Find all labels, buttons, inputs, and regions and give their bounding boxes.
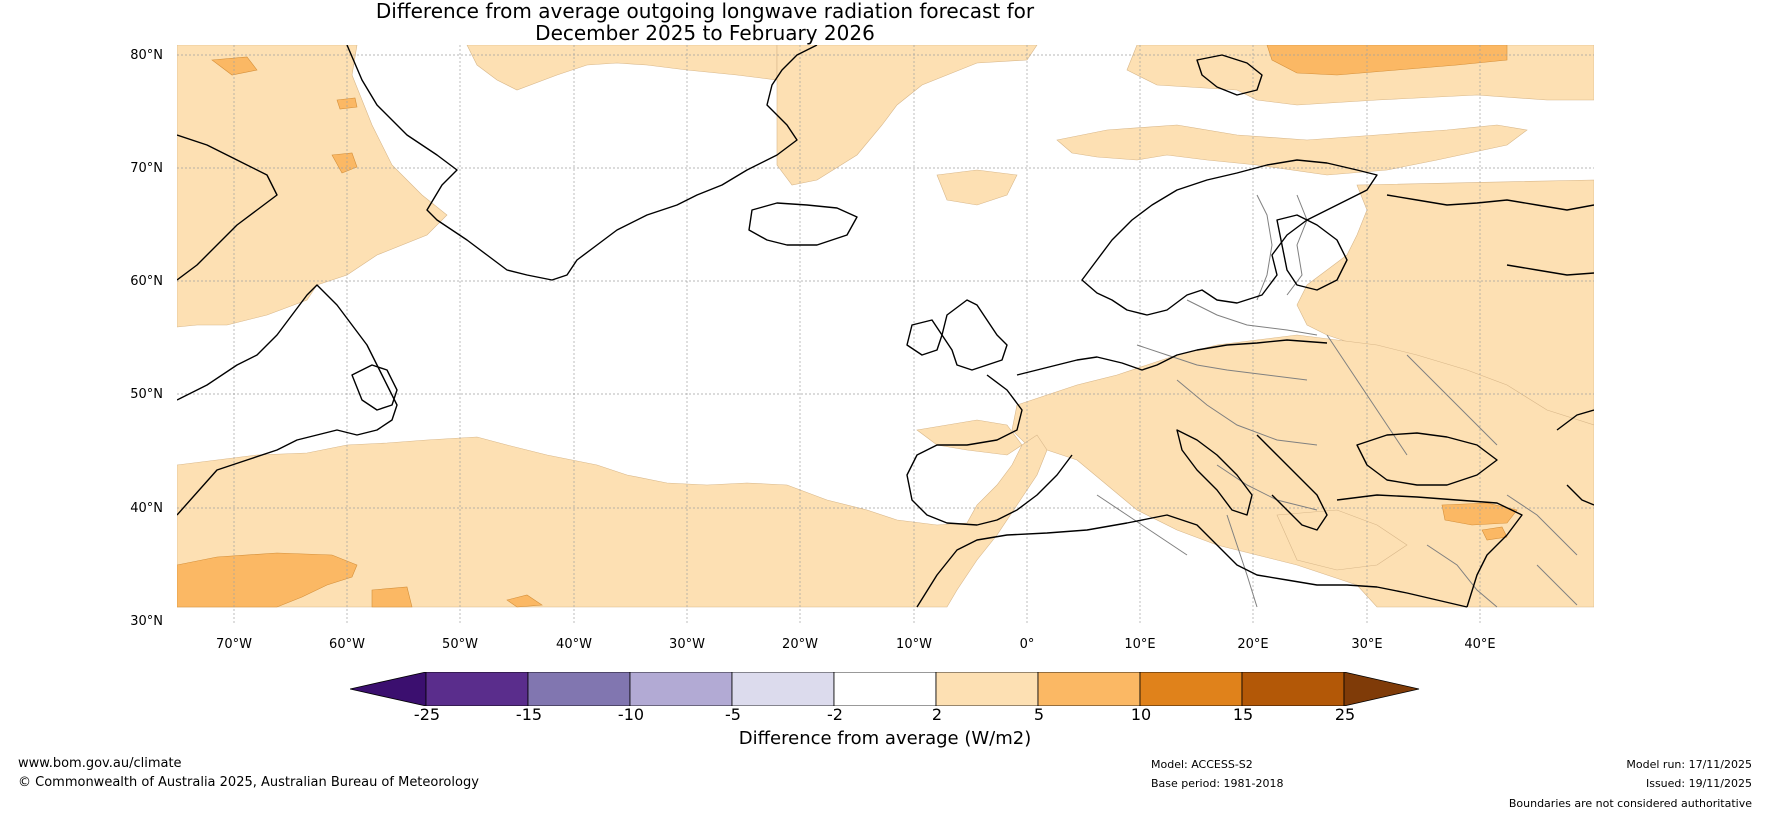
colorbar-label-minus15: -15 (515, 705, 543, 724)
coast-caspian (1556, 409, 1594, 431)
shade-top-right-strong (1266, 45, 1508, 76)
issued-date: Issued: 19/11/2025 (1645, 777, 1752, 790)
base-period: Base period: 1981-2018 (1151, 777, 1284, 790)
anomaly-shading-medium (177, 45, 1518, 608)
lat-label-50n: 50°N (130, 387, 163, 402)
colorbar-segment-4 (731, 672, 835, 706)
map-title-line-1: Difference from average outgoing longwav… (375, 0, 1035, 23)
coast-iberia (906, 374, 1073, 526)
coast-iceland (748, 202, 858, 246)
colorbar-label-minus2: -2 (827, 705, 843, 724)
colorbar-label-2: 2 (931, 705, 943, 724)
lon-label-30w: 30°W (669, 637, 705, 652)
shade-sw-strong (177, 552, 358, 608)
website-url[interactable]: www.bom.gov.au/climate (18, 756, 182, 771)
lon-label-30e: 30°E (1351, 637, 1383, 652)
graticule (177, 45, 1594, 623)
coastlines (177, 45, 1594, 608)
colorbar-title: Difference from average (W/m2) (0, 729, 1770, 749)
coast-newfoundland (351, 364, 398, 411)
coast-balkans (1256, 434, 1328, 531)
colorbar-segment-9 (1241, 672, 1345, 706)
lon-label-10e: 10°E (1124, 637, 1156, 652)
colorbar-label-15: 15 (1232, 705, 1254, 724)
colorbar-segment-5 (833, 672, 937, 706)
coast-caspian-2 (1566, 484, 1594, 506)
colorbar (350, 672, 1420, 706)
coast-russia-arctic-2 (1506, 264, 1594, 276)
shade-iceland-blob (936, 169, 1018, 206)
coast-labrador (177, 284, 398, 516)
shade-anatolia (1441, 502, 1518, 526)
colorbar-label-25: 25 (1334, 705, 1356, 724)
shade-north-atlantic-top (776, 45, 1038, 186)
lon-label-40w: 40°W (556, 637, 592, 652)
coast-black-sea (1356, 432, 1498, 486)
shade-norwegian-sea (1056, 124, 1528, 176)
lat-label-30n: 30°N (130, 614, 163, 629)
lat-label-40n: 40°N (130, 501, 163, 516)
coast-turkey (1336, 494, 1523, 608)
colorbar-title-text: Difference from average (W/m2) (738, 728, 1032, 749)
lat-label-60n: 60°N (130, 274, 163, 289)
shade-canada-dot3 (336, 97, 358, 110)
coast-uk (941, 299, 1008, 371)
copyright-notice: © Commonwealth of Australia 2025, Austra… (18, 775, 479, 790)
shade-iberia-dot (1481, 526, 1508, 541)
shade-sw-dot (371, 586, 413, 608)
coast-italy (1176, 429, 1253, 516)
model-run-date: Model run: 17/11/2025 (1626, 758, 1752, 771)
lat-label-70n: 70°N (130, 161, 163, 176)
lon-label-60w: 60°W (329, 637, 365, 652)
colorbar-segment-7 (1037, 672, 1141, 706)
coast-russia-arctic (1386, 194, 1594, 211)
coast-north-africa (916, 514, 1468, 608)
anomaly-shading-light (177, 45, 1594, 608)
lon-label-20e: 20°E (1237, 637, 1269, 652)
shade-labrador (177, 45, 448, 328)
map-title-line-2: December 2025 to February 2026 (535, 21, 875, 45)
coast-svalbard (1196, 54, 1263, 96)
lon-label-10w: 10°W (896, 637, 932, 652)
shade-canada-dot2 (211, 56, 258, 76)
coast-ireland (906, 319, 943, 356)
shade-south-atlantic (177, 434, 1048, 608)
boundaries-disclaimer: Boundaries are not considered authoritat… (1508, 797, 1752, 810)
colorbar-segment-3 (629, 672, 733, 706)
lon-label-50w: 50°W (442, 637, 478, 652)
colorbar-segment-8 (1139, 672, 1243, 706)
colorbar-segment-0 (350, 672, 427, 706)
colorbar-label-minus25: -25 (413, 705, 441, 724)
coast-greenland (346, 45, 818, 281)
coast-scandinavia (1081, 159, 1378, 316)
shade-levant (1276, 509, 1408, 571)
colorbar-segment-6 (935, 672, 1039, 706)
lon-label-20w: 20°W (782, 637, 818, 652)
lat-label-80n: 80°N (130, 48, 163, 63)
colorbar-segment-1 (425, 672, 529, 706)
country-borders (1096, 194, 1578, 608)
colorbar-segment-10 (1343, 672, 1420, 706)
forecast-map (177, 45, 1594, 623)
shade-greenland-north (466, 45, 778, 91)
colorbar-label-10: 10 (1130, 705, 1152, 724)
coast-europe (1016, 339, 1328, 376)
coast-finland (1276, 214, 1348, 291)
colorbar-label-minus5: -5 (725, 705, 741, 724)
colorbar-label-minus10: -10 (617, 705, 645, 724)
coast-baffin (177, 134, 278, 281)
lon-label-40e: 40°E (1464, 637, 1496, 652)
shade-sw-dot2 (506, 594, 543, 608)
model-name: Model: ACCESS-S2 (1151, 758, 1253, 771)
lon-label-70w: 70°W (216, 637, 252, 652)
shade-iberia (916, 419, 1023, 456)
colorbar-segment-2 (527, 672, 631, 706)
lon-label-0: 0° (1019, 637, 1035, 652)
colorbar-label-5: 5 (1033, 705, 1045, 724)
